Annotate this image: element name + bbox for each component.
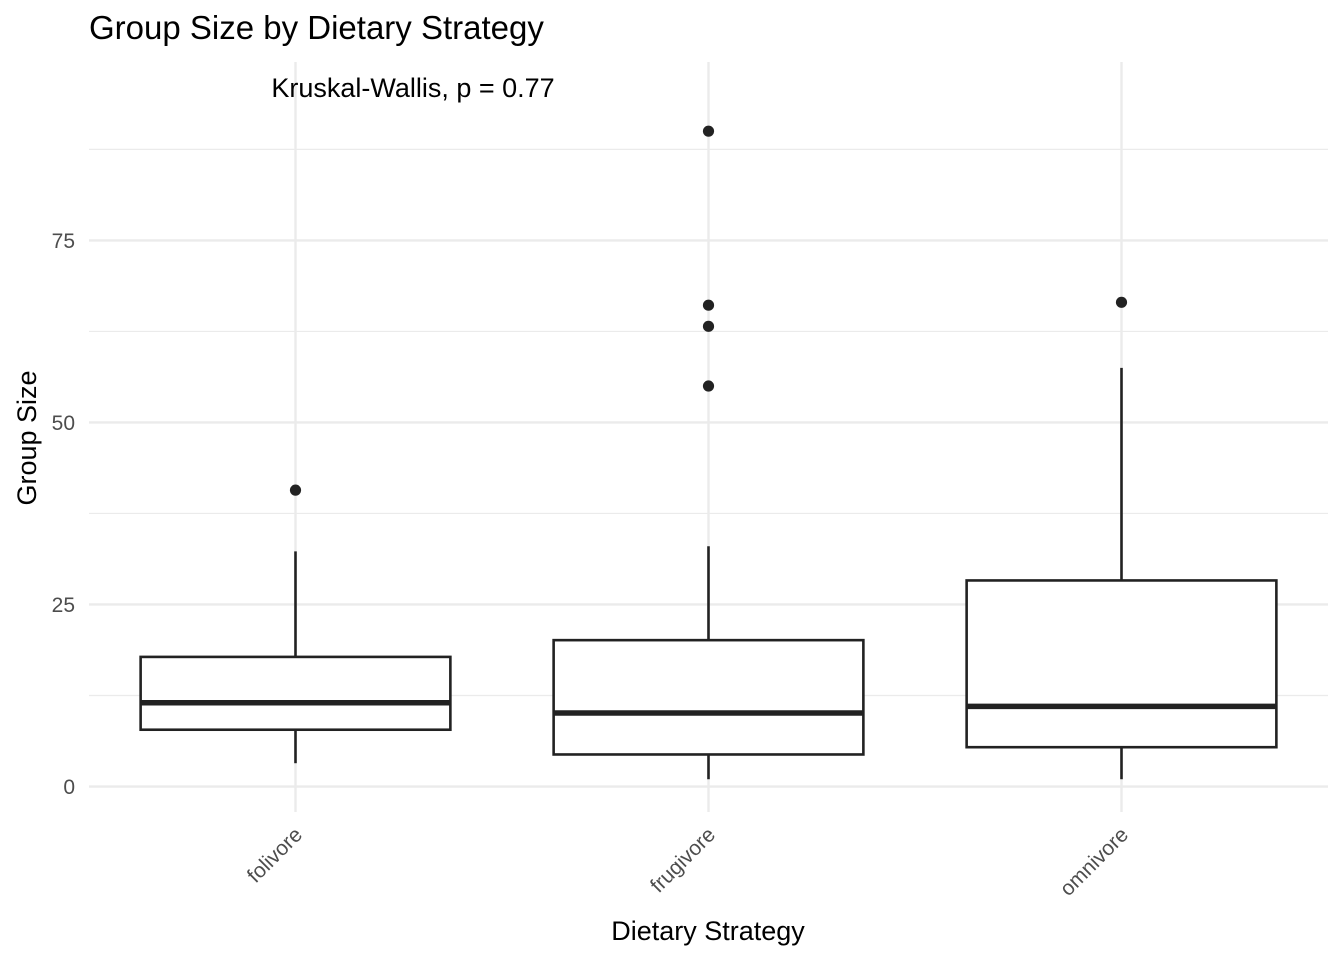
iqr-box bbox=[965, 579, 1278, 749]
box-frugivore bbox=[552, 125, 865, 780]
box-folivore bbox=[139, 484, 452, 764]
outlier-point bbox=[289, 484, 302, 496]
outlier-point bbox=[702, 380, 715, 392]
outlier-point bbox=[702, 320, 715, 332]
y-axis-title: Group Size bbox=[12, 370, 42, 505]
outlier-point bbox=[1115, 296, 1128, 308]
iqr-box bbox=[552, 638, 865, 756]
outlier-point bbox=[702, 299, 715, 311]
y-tick-label: 50 bbox=[52, 412, 75, 435]
box-omnivore bbox=[965, 296, 1278, 780]
outlier-point bbox=[702, 125, 715, 137]
x-tick-label: folivore bbox=[243, 823, 307, 887]
x-tick-label: omnivore bbox=[1056, 823, 1133, 900]
box-layer bbox=[139, 125, 1278, 780]
x-axis-title: Dietary Strategy bbox=[611, 916, 805, 946]
stat-annotation: Kruskal-Wallis, p = 0.77 bbox=[271, 73, 554, 103]
chart-title: Group Size by Dietary Strategy bbox=[89, 9, 544, 46]
y-tick-label: 75 bbox=[52, 230, 75, 253]
iqr-box bbox=[139, 655, 452, 732]
tick-layer: 0 25 50 75 folivore frugivore omnivore bbox=[52, 230, 1133, 901]
x-tick-label: frugivore bbox=[646, 823, 720, 897]
y-tick-label: 0 bbox=[63, 776, 75, 799]
y-tick-label: 25 bbox=[52, 594, 75, 617]
